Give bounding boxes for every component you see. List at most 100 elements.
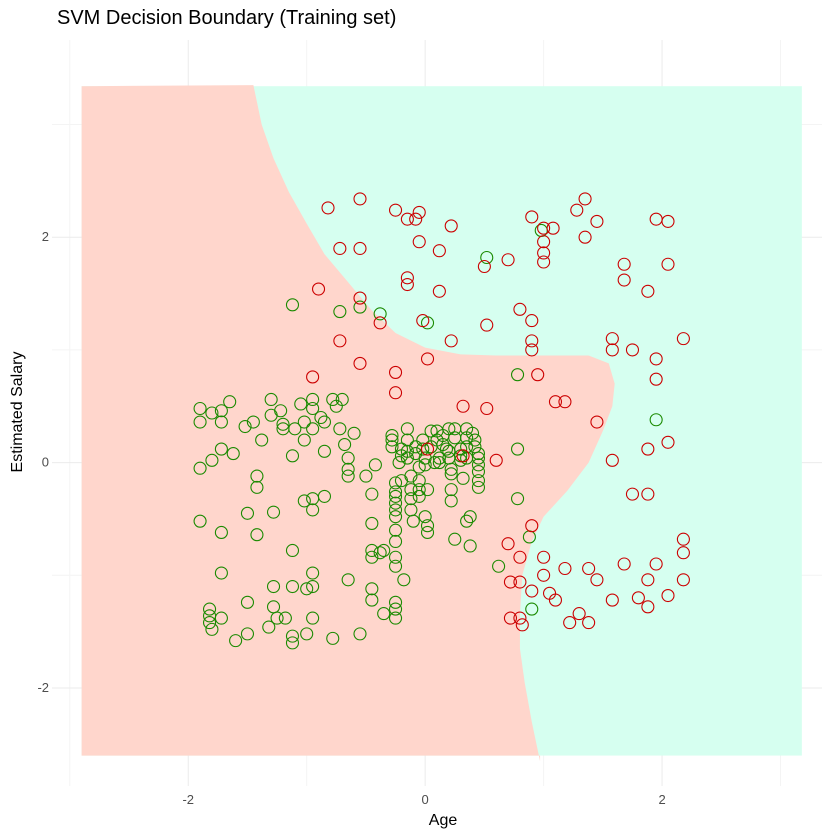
data-point-class0 <box>341 573 355 587</box>
data-point-class0 <box>193 461 207 475</box>
data-point-class1 <box>432 284 446 298</box>
data-point-class0 <box>347 426 361 440</box>
data-point-class1 <box>513 611 527 625</box>
data-point-class0 <box>285 636 300 650</box>
data-point-class1 <box>617 557 631 571</box>
data-point-class0 <box>392 456 406 470</box>
data-point-class0 <box>353 627 367 641</box>
data-point-class0 <box>385 428 399 443</box>
data-point-class0 <box>388 503 403 517</box>
data-point-class0 <box>365 516 379 530</box>
data-point-class0 <box>297 433 311 447</box>
data-point-class0 <box>326 631 340 645</box>
data-point-class0 <box>373 546 387 560</box>
data-point-class0 <box>418 458 432 472</box>
data-point-class0 <box>317 489 332 503</box>
data-point-class1 <box>617 273 631 287</box>
data-point-class0 <box>420 519 435 533</box>
data-point-class0 <box>418 510 432 524</box>
data-point-class0 <box>471 480 486 494</box>
data-point-class0 <box>317 415 332 429</box>
data-point-class0 <box>193 415 207 429</box>
data-point-class0 <box>420 483 435 497</box>
data-point-class0 <box>306 401 320 416</box>
data-point-class0 <box>306 422 320 436</box>
data-point-class1 <box>537 246 551 260</box>
data-point-class1 <box>641 442 655 456</box>
data-point-class0 <box>388 595 403 609</box>
data-point-class1 <box>525 334 539 348</box>
data-point-class1 <box>480 318 494 332</box>
data-point-class1 <box>412 235 426 249</box>
data-point-class0 <box>214 404 228 418</box>
data-point-class0 <box>193 401 207 416</box>
data-point-class0 <box>341 462 355 476</box>
data-point-class0 <box>214 566 228 580</box>
data-point-class0 <box>353 300 367 314</box>
data-point-class0 <box>412 460 426 474</box>
data-point-class0 <box>226 447 240 461</box>
data-point-class0 <box>439 442 454 456</box>
data-point-class1 <box>649 557 663 571</box>
data-point-class0 <box>250 480 264 494</box>
data-point-class1 <box>321 201 335 215</box>
data-point-class0 <box>388 489 403 503</box>
data-point-class1 <box>311 282 326 296</box>
data-point-class0 <box>266 579 281 594</box>
x-axis-ticks: -2 0 2 <box>182 792 665 807</box>
data-point-class0 <box>492 559 506 573</box>
data-point-class0 <box>203 616 217 630</box>
data-point-class1 <box>578 192 592 206</box>
data-point-class0 <box>214 525 228 540</box>
data-point-class1 <box>537 550 551 564</box>
data-point-class1 <box>503 611 517 625</box>
data-point-class0 <box>203 602 217 616</box>
data-point-class1 <box>388 365 403 379</box>
data-point-class0 <box>400 422 414 436</box>
y-axis-label: Estimated Salary <box>9 352 26 473</box>
data-point-class0 <box>264 392 278 407</box>
data-point-class1 <box>558 395 572 409</box>
data-point-class0 <box>397 573 411 587</box>
data-point-class0 <box>456 471 470 485</box>
data-point-class1 <box>420 352 435 366</box>
data-point-class1 <box>525 519 539 533</box>
data-point-class0 <box>338 438 352 452</box>
data-point-class1 <box>641 284 655 298</box>
data-point-class1 <box>531 368 545 382</box>
data-point-class0 <box>404 469 418 483</box>
data-point-class1 <box>548 593 563 607</box>
data-point-class1 <box>306 370 320 384</box>
data-point-class0 <box>306 611 320 625</box>
data-point-class1 <box>537 221 551 235</box>
data-point-class0 <box>444 483 458 497</box>
data-point-class1 <box>641 573 655 587</box>
data-point-class0 <box>205 406 219 420</box>
data-point-class0 <box>285 629 300 643</box>
data-point-class1 <box>617 257 631 271</box>
data-point-class1 <box>477 259 491 274</box>
data-point-class1 <box>605 332 619 346</box>
data-point-class1 <box>456 449 470 463</box>
data-point-class0 <box>420 525 435 540</box>
data-point-class1 <box>676 532 690 546</box>
data-point-class0 <box>412 474 426 488</box>
data-point-class1 <box>409 212 423 226</box>
x-tick-label: -2 <box>182 792 194 807</box>
data-point-class0 <box>205 453 219 467</box>
x-axis-label: Age <box>429 812 458 829</box>
data-point-class0 <box>297 415 311 429</box>
data-point-class0 <box>214 611 228 625</box>
data-point-class0 <box>649 413 663 427</box>
data-point-class1 <box>537 568 551 582</box>
data-point-class0 <box>416 442 430 456</box>
data-point-class0 <box>365 582 379 596</box>
data-point-class1 <box>641 487 655 501</box>
data-point-class0 <box>454 442 468 456</box>
data-point-class0 <box>262 620 276 634</box>
data-point-class0 <box>229 634 243 648</box>
data-point-class0 <box>317 444 332 458</box>
data-point-class1 <box>513 550 527 564</box>
data-point-class0 <box>368 458 382 472</box>
data-point-class0 <box>377 607 391 621</box>
